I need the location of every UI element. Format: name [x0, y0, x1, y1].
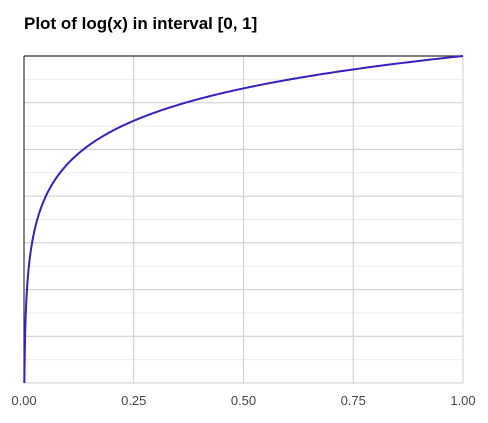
axes	[23, 55, 463, 384]
x-tick-labels: 0.00 0.25 0.50 0.75 1.00	[11, 393, 475, 408]
grid-lines	[23, 55, 464, 384]
chart-title: Plot of log(x) in interval [0, 1]	[24, 14, 258, 33]
x-tick-label: 0.25	[121, 393, 146, 408]
x-tick-label: 0.00	[11, 393, 36, 408]
x-tick-label: 0.75	[341, 393, 366, 408]
x-tick-label: 0.50	[231, 393, 256, 408]
series-line-0	[23, 55, 464, 383]
series-layer	[23, 55, 464, 383]
x-tick-label: 1.00	[450, 393, 475, 408]
